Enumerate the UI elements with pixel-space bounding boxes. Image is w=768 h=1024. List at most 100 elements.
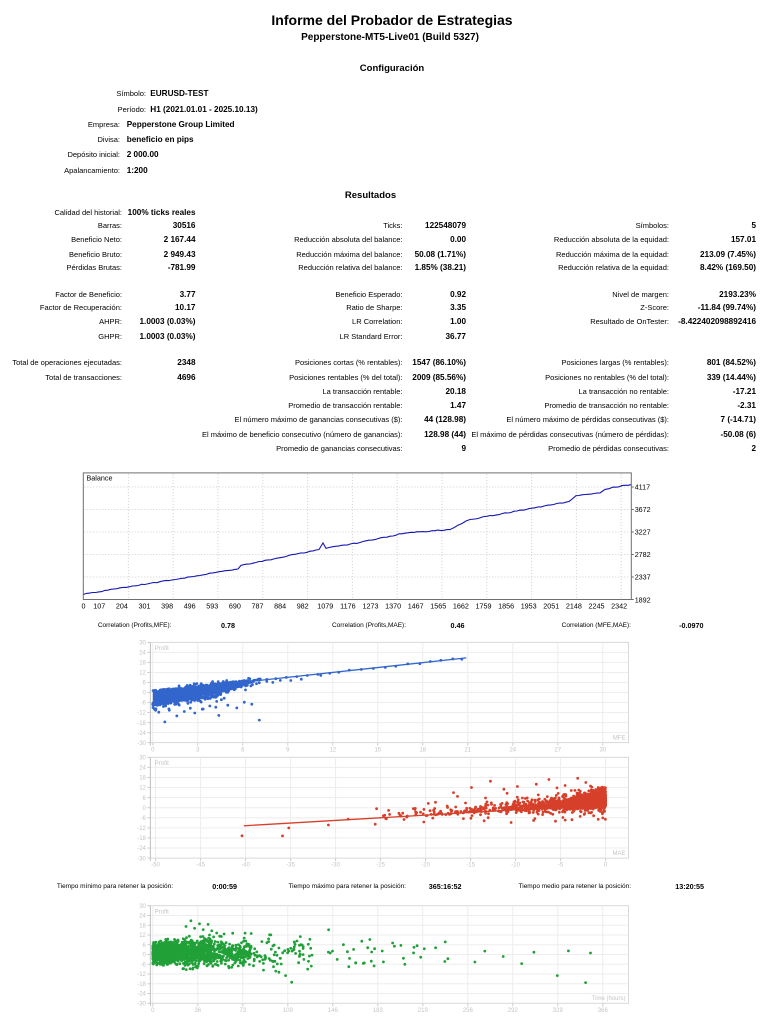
svg-text:0: 0	[143, 953, 147, 959]
svg-text:-18: -18	[137, 836, 146, 842]
svg-text:-25: -25	[376, 863, 385, 869]
svg-text:30: 30	[599, 747, 606, 753]
svg-text:2245: 2245	[589, 601, 605, 610]
svg-text:-30: -30	[137, 741, 146, 747]
svg-text:-24: -24	[137, 846, 146, 852]
svg-text:-5: -5	[558, 863, 564, 869]
svg-text:18: 18	[139, 776, 146, 782]
svg-text:30: 30	[139, 641, 146, 647]
svg-text:-12: -12	[137, 972, 146, 978]
svg-text:27: 27	[554, 747, 561, 753]
svg-text:-15: -15	[466, 863, 475, 869]
svg-text:Profit: Profit	[155, 909, 169, 915]
svg-text:-30: -30	[331, 863, 340, 869]
svg-text:0: 0	[151, 1008, 155, 1014]
svg-text:12: 12	[139, 671, 146, 677]
svg-text:1370: 1370	[385, 601, 401, 610]
svg-text:24: 24	[139, 766, 146, 772]
svg-text:18: 18	[419, 747, 426, 753]
svg-text:30: 30	[139, 756, 146, 762]
svg-text:1759: 1759	[476, 601, 492, 610]
svg-text:1273: 1273	[363, 601, 379, 610]
svg-text:1467: 1467	[408, 601, 424, 610]
svg-text:3: 3	[196, 747, 200, 753]
svg-text:109: 109	[283, 1008, 294, 1014]
svg-text:256: 256	[463, 1008, 474, 1014]
svg-text:12: 12	[139, 786, 146, 792]
svg-text:0: 0	[82, 601, 86, 610]
svg-text:-30: -30	[137, 856, 146, 862]
svg-text:Profit: Profit	[155, 761, 169, 767]
svg-text:2148: 2148	[566, 601, 582, 610]
svg-text:183: 183	[373, 1008, 384, 1014]
svg-text:-30: -30	[137, 1002, 146, 1008]
svg-text:21: 21	[464, 747, 471, 753]
svg-text:24: 24	[139, 914, 146, 920]
svg-text:0: 0	[151, 747, 155, 753]
svg-text:329: 329	[553, 1008, 564, 1014]
svg-text:12: 12	[139, 933, 146, 939]
svg-text:6: 6	[143, 943, 147, 949]
svg-text:-12: -12	[137, 711, 146, 717]
svg-text:30: 30	[139, 904, 146, 910]
svg-text:593: 593	[206, 601, 218, 610]
svg-text:0: 0	[143, 691, 147, 697]
svg-text:24: 24	[509, 747, 516, 753]
svg-text:1856: 1856	[498, 601, 514, 610]
svg-text:18: 18	[139, 661, 146, 667]
svg-text:1565: 1565	[430, 601, 446, 610]
svg-text:1892: 1892	[635, 595, 651, 604]
svg-text:MFE: MFE	[613, 735, 626, 741]
svg-text:-18: -18	[137, 721, 146, 727]
svg-text:Balance: Balance	[87, 473, 113, 482]
svg-text:73: 73	[239, 1008, 246, 1014]
svg-text:6: 6	[241, 747, 245, 753]
svg-text:1079: 1079	[317, 601, 333, 610]
svg-text:15: 15	[374, 747, 381, 753]
svg-text:-40: -40	[241, 863, 250, 869]
svg-text:9: 9	[286, 747, 290, 753]
svg-text:982: 982	[297, 601, 309, 610]
svg-text:-20: -20	[421, 863, 430, 869]
svg-text:-50: -50	[151, 863, 160, 869]
svg-text:36: 36	[194, 1008, 201, 1014]
svg-text:-35: -35	[286, 863, 295, 869]
svg-text:0: 0	[143, 806, 147, 812]
svg-text:18: 18	[139, 923, 146, 929]
svg-text:-10: -10	[511, 863, 520, 869]
svg-text:496: 496	[184, 601, 196, 610]
svg-text:219: 219	[418, 1008, 429, 1014]
svg-text:Profit: Profit	[155, 646, 169, 652]
svg-text:-6: -6	[141, 816, 147, 822]
svg-text:3672: 3672	[635, 505, 651, 514]
svg-text:1662: 1662	[453, 601, 469, 610]
svg-text:301: 301	[139, 601, 151, 610]
svg-text:6: 6	[143, 796, 147, 802]
svg-text:-6: -6	[141, 701, 147, 707]
svg-text:2782: 2782	[635, 550, 651, 559]
svg-text:398: 398	[161, 601, 173, 610]
svg-text:107: 107	[93, 601, 105, 610]
svg-text:MAE: MAE	[612, 851, 625, 857]
svg-text:4117: 4117	[635, 483, 650, 492]
svg-text:-24: -24	[137, 992, 146, 998]
svg-text:3227: 3227	[635, 528, 651, 537]
svg-text:12: 12	[329, 747, 336, 753]
svg-text:-45: -45	[196, 863, 205, 869]
svg-text:146: 146	[328, 1008, 339, 1014]
svg-text:6: 6	[143, 681, 147, 687]
svg-text:-6: -6	[141, 963, 147, 969]
svg-text:Time (hours): Time (hours)	[592, 996, 626, 1002]
svg-text:-12: -12	[137, 826, 146, 832]
svg-text:24: 24	[139, 651, 146, 657]
svg-text:2342: 2342	[611, 601, 627, 610]
svg-text:2337: 2337	[635, 573, 651, 582]
svg-text:366: 366	[598, 1008, 609, 1014]
svg-text:204: 204	[116, 601, 128, 610]
svg-text:884: 884	[274, 601, 286, 610]
svg-text:1176: 1176	[340, 601, 355, 610]
svg-text:0: 0	[604, 863, 608, 869]
svg-text:787: 787	[252, 601, 264, 610]
svg-text:1953: 1953	[521, 601, 537, 610]
svg-text:292: 292	[508, 1008, 519, 1014]
